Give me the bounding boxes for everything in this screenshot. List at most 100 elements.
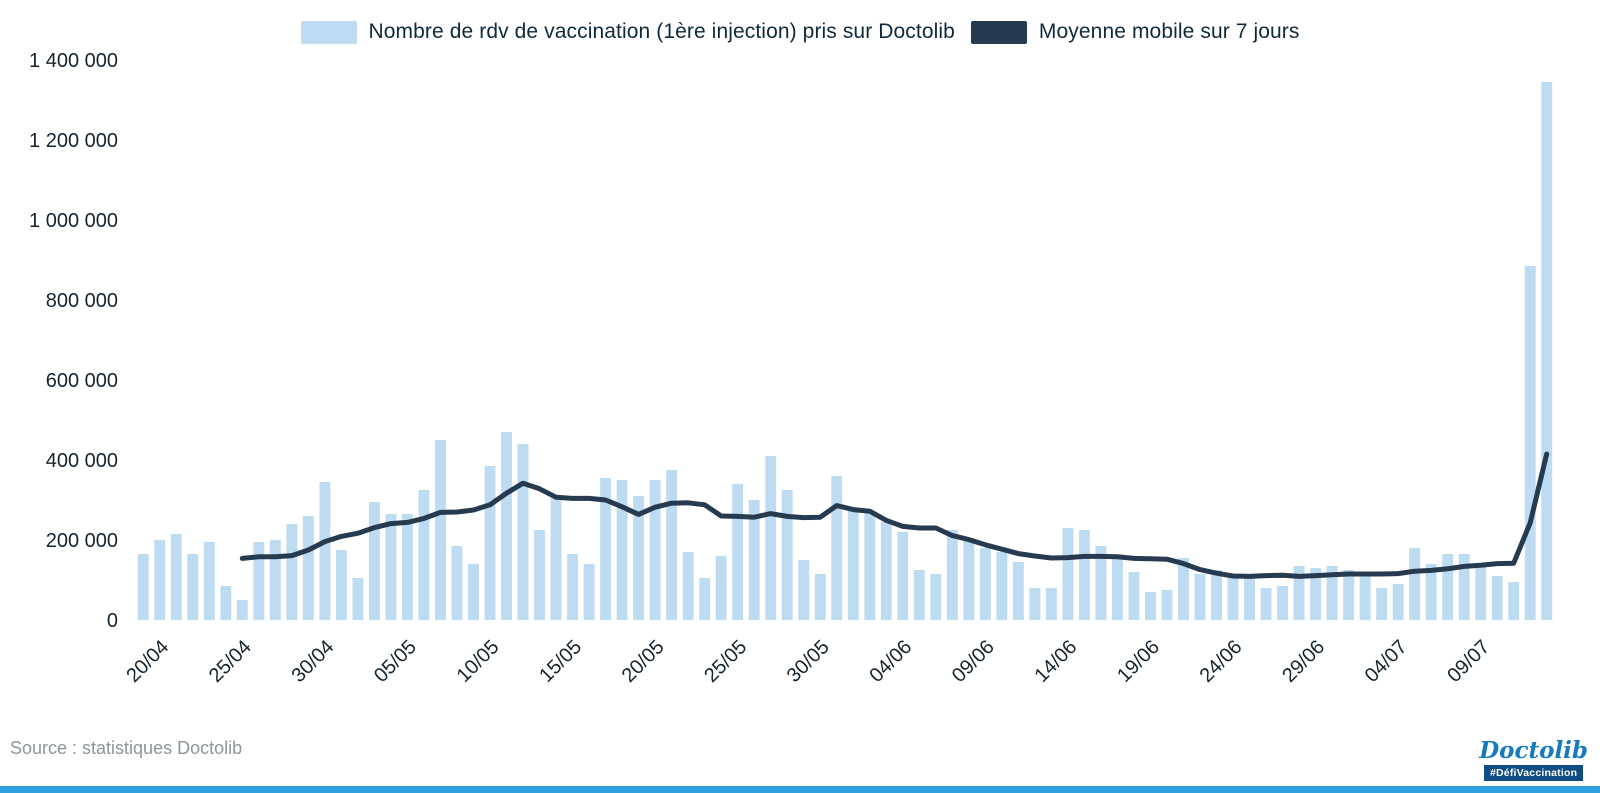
daily-appointments-bar	[600, 478, 612, 620]
daily-appointments-bar	[583, 564, 595, 620]
daily-appointments-bar	[1111, 556, 1123, 620]
x-axis-tick-label: 30/04	[287, 636, 338, 687]
daily-appointments-bar	[913, 570, 925, 620]
daily-appointments-bar	[1029, 588, 1041, 620]
y-axis-tick-label: 0	[107, 610, 118, 632]
daily-appointments-bar	[236, 600, 248, 620]
daily-appointments-bar	[1475, 564, 1487, 620]
daily-appointments-bar	[1277, 586, 1289, 620]
daily-appointments-bar	[1491, 576, 1503, 620]
daily-appointments-bar	[154, 540, 166, 620]
daily-appointments-bar	[1244, 574, 1255, 620]
daily-appointments-bar	[203, 542, 215, 620]
daily-appointments-bar	[335, 550, 347, 620]
daily-appointments-bar	[1045, 588, 1057, 620]
x-axis-tick-label: 25/04	[205, 636, 256, 687]
x-axis-tick-label: 20/04	[122, 636, 173, 687]
doctolib-logo: Doctolib #DéfiVaccination	[1479, 739, 1588, 781]
defi-vaccination-badge: #DéfiVaccination	[1483, 765, 1584, 781]
daily-appointments-bar	[996, 552, 1008, 620]
doctolib-logo-text: Doctolib	[1479, 737, 1588, 764]
daily-appointments-bar	[534, 530, 545, 620]
daily-appointments-bar	[1310, 568, 1322, 620]
legend-item-bars: Nombre de rdv de vaccination (1ère injec…	[300, 20, 955, 44]
y-axis-tick-label: 1 000 000	[29, 210, 118, 232]
x-axis-tick-label: 05/05	[370, 636, 421, 687]
y-axis-tick-label: 1 200 000	[29, 130, 118, 152]
daily-appointments-bar	[1442, 554, 1454, 620]
daily-appointments-bar	[1062, 528, 1074, 620]
daily-appointments-bar	[187, 554, 199, 620]
daily-appointments-bar	[649, 480, 661, 620]
x-axis-tick-label: 09/07	[1443, 636, 1494, 687]
daily-appointments-bar	[385, 514, 397, 620]
daily-appointments-bar	[501, 432, 512, 620]
daily-appointments-bar	[567, 554, 579, 620]
daily-appointments-bar	[269, 540, 281, 620]
x-axis-tick-label: 10/05	[453, 636, 504, 687]
daily-appointments-bar	[253, 542, 265, 620]
daily-appointments-bar	[748, 500, 760, 620]
daily-appointments-bar	[1145, 592, 1156, 620]
daily-appointments-bar	[798, 560, 810, 620]
moving-average-legend-swatch	[970, 20, 1027, 44]
daily-appointments-bar	[352, 578, 364, 620]
x-axis-tick-label: 24/06	[1196, 636, 1247, 687]
daily-appointments-bar	[1095, 546, 1107, 620]
chart-legend: Nombre de rdv de vaccination (1ère injec…	[0, 20, 1600, 44]
daily-appointments-bar	[1128, 572, 1140, 620]
daily-appointments-bar	[897, 532, 909, 620]
daily-appointments-bar	[1508, 582, 1520, 620]
daily-appointments-bar	[1178, 558, 1189, 620]
x-axis-tick-label: 04/07	[1361, 636, 1412, 687]
daily-appointments-bar	[1194, 574, 1206, 620]
daily-appointments-bar	[484, 466, 496, 620]
x-axis-tick-label: 14/06	[1030, 636, 1081, 687]
daily-appointments-bar	[137, 554, 149, 620]
x-axis-tick-label: 15/05	[535, 636, 586, 687]
daily-appointments-bar	[170, 534, 182, 620]
daily-appointments-bar	[880, 522, 892, 620]
daily-appointments-bar	[732, 484, 744, 620]
source-caption: Source : statistiques Doctolib	[10, 738, 243, 758]
daily-appointments-bar	[1211, 570, 1222, 620]
daily-appointments-bar	[1078, 530, 1090, 620]
daily-appointments-bar	[1392, 584, 1404, 620]
vaccination-bar-chart: 0 200 000 400 000 600 000 800 000 1 000 000 1 …	[29, 50, 1553, 687]
daily-appointments-bar	[302, 516, 314, 620]
y-axis-tick-label: 200 000	[46, 530, 118, 552]
daily-appointments-bar	[1524, 266, 1536, 620]
x-axis-tick-label: 25/05	[700, 636, 751, 687]
daily-appointments-bar	[1293, 566, 1305, 620]
daily-appointments-bar	[1260, 588, 1272, 620]
x-axis-tick-label: 29/06	[1278, 636, 1329, 687]
daily-appointments-bar	[435, 440, 446, 620]
daily-appointments-bar	[1012, 562, 1024, 620]
daily-appointments-bar	[715, 556, 727, 620]
daily-appointments-bar	[682, 552, 694, 620]
daily-appointments-bar	[368, 502, 380, 620]
daily-appointments-bar	[1326, 566, 1338, 620]
moving-average-line	[239, 451, 1550, 579]
daily-appointments-bar	[451, 546, 463, 620]
daily-appointments-bar	[1343, 570, 1355, 620]
daily-appointments-bar	[765, 456, 777, 620]
bottom-blue-strip	[0, 786, 1600, 793]
x-axis-tick-label: 20/05	[618, 636, 669, 687]
daily-appointments-bar	[979, 548, 991, 620]
daily-appointments-bar	[1409, 548, 1421, 620]
daily-appointments-bar	[930, 574, 942, 620]
daily-appointments-bar	[1161, 590, 1173, 620]
x-axis-tick-label: 04/06	[865, 636, 916, 687]
daily-appointments-bar	[963, 538, 975, 620]
daily-appointments-bar	[1458, 554, 1470, 620]
y-axis-tick-label: 600 000	[46, 370, 118, 392]
y-axis-tick-label: 400 000	[46, 450, 118, 472]
daily-appointments-bar	[847, 510, 859, 620]
daily-appointments-bar	[831, 476, 843, 620]
x-axis-tick-label: 19/06	[1113, 636, 1164, 687]
daily-appointments-bar	[666, 470, 678, 620]
bars-legend-label: Nombre de rdv de vaccination (1ère injec…	[368, 20, 955, 43]
daily-appointments-bar	[864, 512, 876, 620]
